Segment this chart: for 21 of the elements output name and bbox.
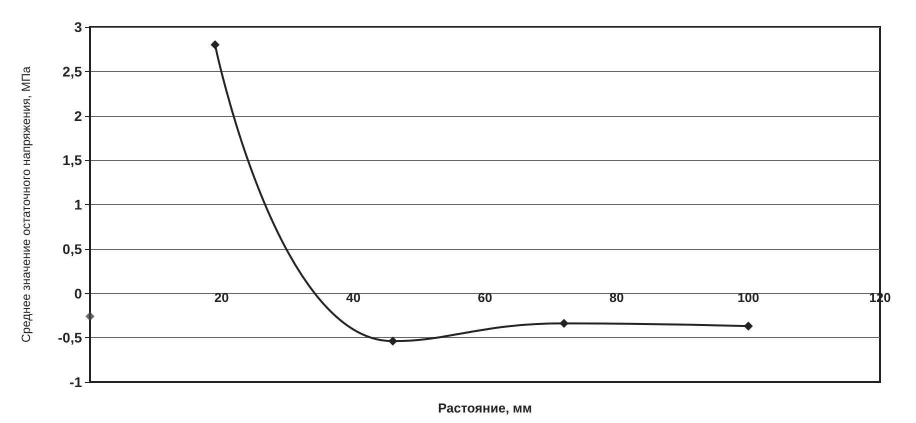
x-tick-label: 60: [478, 290, 492, 305]
y-tick-label: 0,5: [62, 240, 82, 257]
y-tick-label: 0: [74, 285, 82, 302]
x-tick-label: 40: [346, 290, 361, 305]
point: [210, 40, 220, 50]
point: [744, 322, 753, 331]
y-tick-label: 1: [74, 196, 82, 212]
y-tick-label: -1: [70, 374, 82, 390]
x-tick-label: 20: [214, 290, 229, 305]
x-axis-title: Растояние, мм: [438, 400, 532, 416]
y-tick-label: 2: [74, 108, 82, 124]
point: [560, 318, 568, 328]
y-axis-title: Среднее значение остаточного напряжения, МПа: [19, 66, 33, 343]
y-tick-label: 2,5: [62, 63, 82, 80]
y-tick-label: 3: [74, 19, 82, 35]
x-tick-label: 100: [737, 290, 760, 305]
point: [86, 312, 94, 321]
y-tick-label: 1,5: [62, 152, 82, 168]
y-tick-label: -0,5: [58, 330, 82, 346]
x-tick-label: 80: [609, 290, 624, 305]
point: [388, 336, 398, 346]
